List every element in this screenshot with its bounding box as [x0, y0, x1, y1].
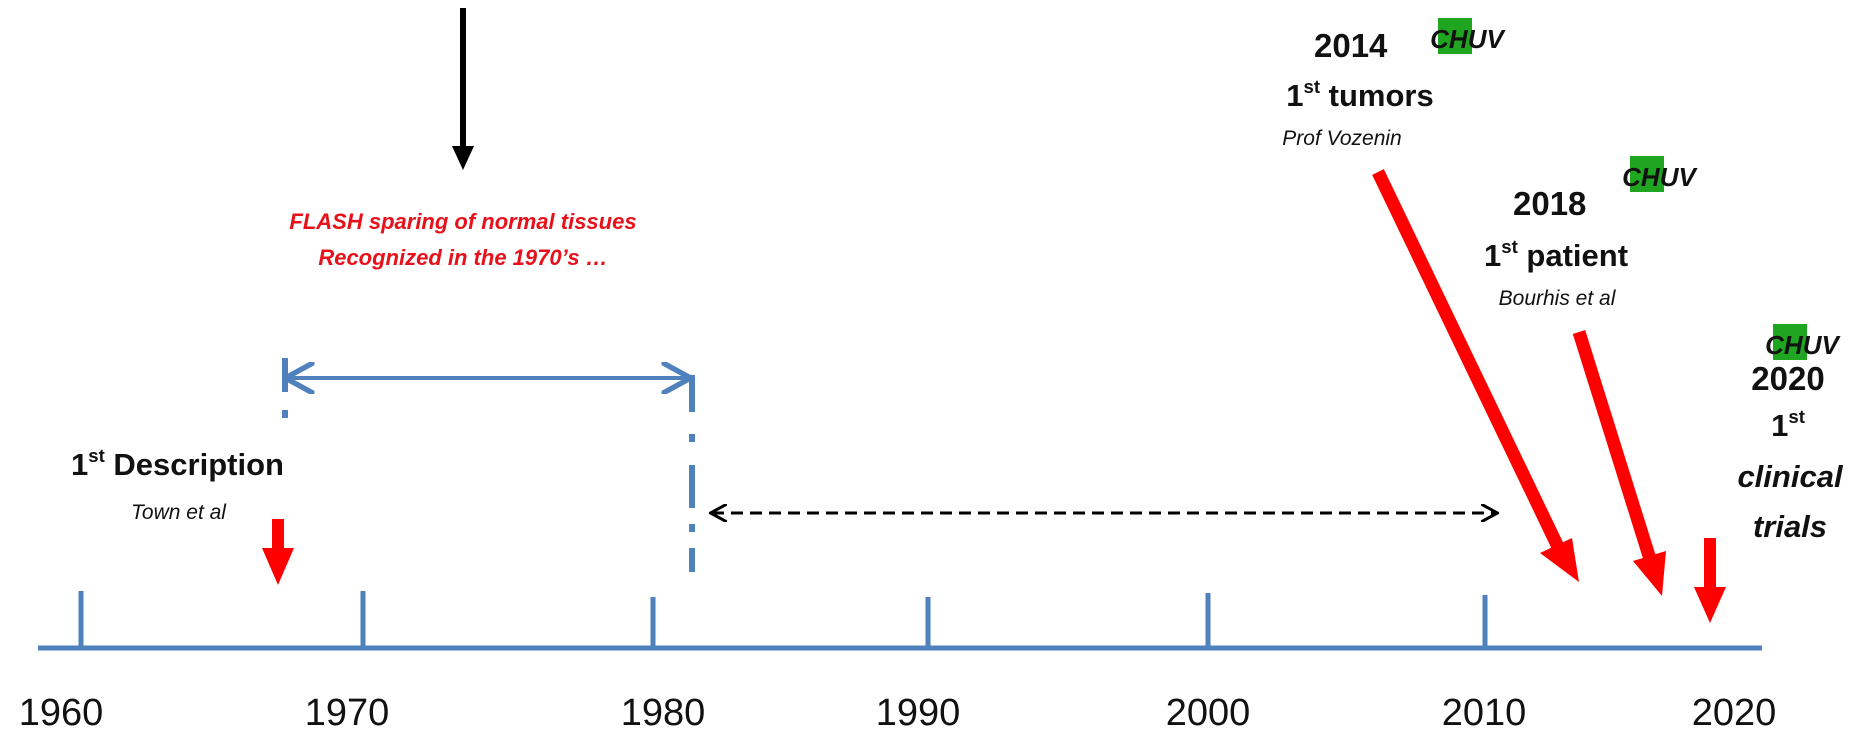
milestone-2018-ordinal: 1	[1483, 238, 1502, 273]
milestone-2020-ordinal: 1	[1771, 408, 1789, 443]
chuv-logo-2014: CHUV	[1430, 18, 1506, 54]
milestone-2020-label-line1: clinical	[1737, 459, 1843, 494]
year-label-1980: 1980	[620, 692, 706, 734]
milestone-2020-heading: 1st	[1771, 407, 1805, 443]
chuv-logo-2018: CHUV	[1622, 156, 1698, 192]
first-description-ordinal: 1	[71, 447, 89, 482]
milestone-2018-sup: st	[1501, 235, 1518, 257]
year-label-1960: 1960	[18, 692, 104, 734]
red-arrow-2018-head	[1633, 551, 1666, 596]
first-description-heading: 1st Description	[71, 446, 284, 482]
year-label-1990: 1990	[875, 692, 961, 734]
first-description-sup: st	[88, 444, 105, 466]
milestone-2020-sup: st	[1788, 405, 1805, 427]
milestone-2018-year: 2018	[1513, 185, 1587, 222]
year-label-2000: 2000	[1165, 692, 1251, 734]
year-label-1970: 1970	[304, 692, 390, 734]
milestone-2014-label: tumors	[1328, 78, 1434, 113]
milestone-2020-year: 2020	[1751, 360, 1825, 397]
red-arrow-town-head	[262, 548, 294, 585]
milestone-2014-author: Prof Vozenin	[1282, 127, 1402, 150]
red-arrow-2020-head	[1694, 587, 1726, 623]
chuv-logo-2014-text: CHUV	[1430, 24, 1506, 54]
milestone-2018-heading: 1st patient	[1483, 237, 1629, 273]
chuv-logo-2018-text: CHUV	[1622, 162, 1698, 192]
milestone-2014-ordinal: 1	[1286, 78, 1304, 113]
milestone-2014-heading: 1st tumors	[1286, 77, 1434, 113]
chuv-logo-2020: CHUV	[1765, 324, 1841, 360]
milestone-2014-sup: st	[1303, 75, 1321, 97]
top-black-arrow-head	[452, 146, 474, 170]
milestone-2018-label: patient	[1526, 238, 1629, 273]
year-label-2010: 2010	[1441, 692, 1527, 734]
red-arrow-2014-head	[1540, 538, 1579, 582]
chuv-logo-2020-text: CHUV	[1765, 330, 1841, 360]
milestone-2018-author: Bourhis et al	[1498, 287, 1616, 310]
year-label-2020: 2020	[1691, 692, 1777, 734]
first-description-author: Town et al	[131, 501, 226, 524]
red-arrow-2018	[1572, 330, 1657, 561]
flash-note-line1: FLASH sparing of normal tissues	[289, 209, 637, 234]
milestone-2014-year: 2014	[1314, 27, 1388, 64]
flash-note-line2: Recognized in the 1970’s …	[318, 245, 608, 270]
first-description-label: Description	[113, 447, 284, 482]
milestone-2020-label-line2: trials	[1752, 509, 1828, 544]
red-arrow-2014	[1372, 169, 1566, 554]
